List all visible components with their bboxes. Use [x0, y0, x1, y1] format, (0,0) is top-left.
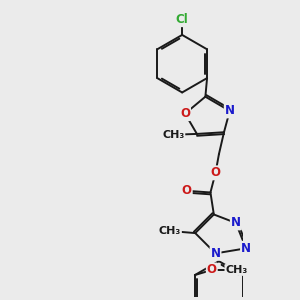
Text: O: O [182, 184, 192, 197]
Text: N: N [211, 247, 220, 260]
Text: O: O [180, 107, 190, 120]
Text: N: N [241, 242, 251, 255]
Text: Cl: Cl [176, 13, 188, 26]
Text: O: O [207, 263, 217, 277]
Text: CH₃: CH₃ [162, 130, 184, 140]
Text: N: N [231, 216, 241, 230]
Text: CH₃: CH₃ [159, 226, 181, 236]
Text: O: O [211, 166, 220, 179]
Text: N: N [225, 104, 235, 117]
Text: CH₃: CH₃ [225, 265, 248, 275]
